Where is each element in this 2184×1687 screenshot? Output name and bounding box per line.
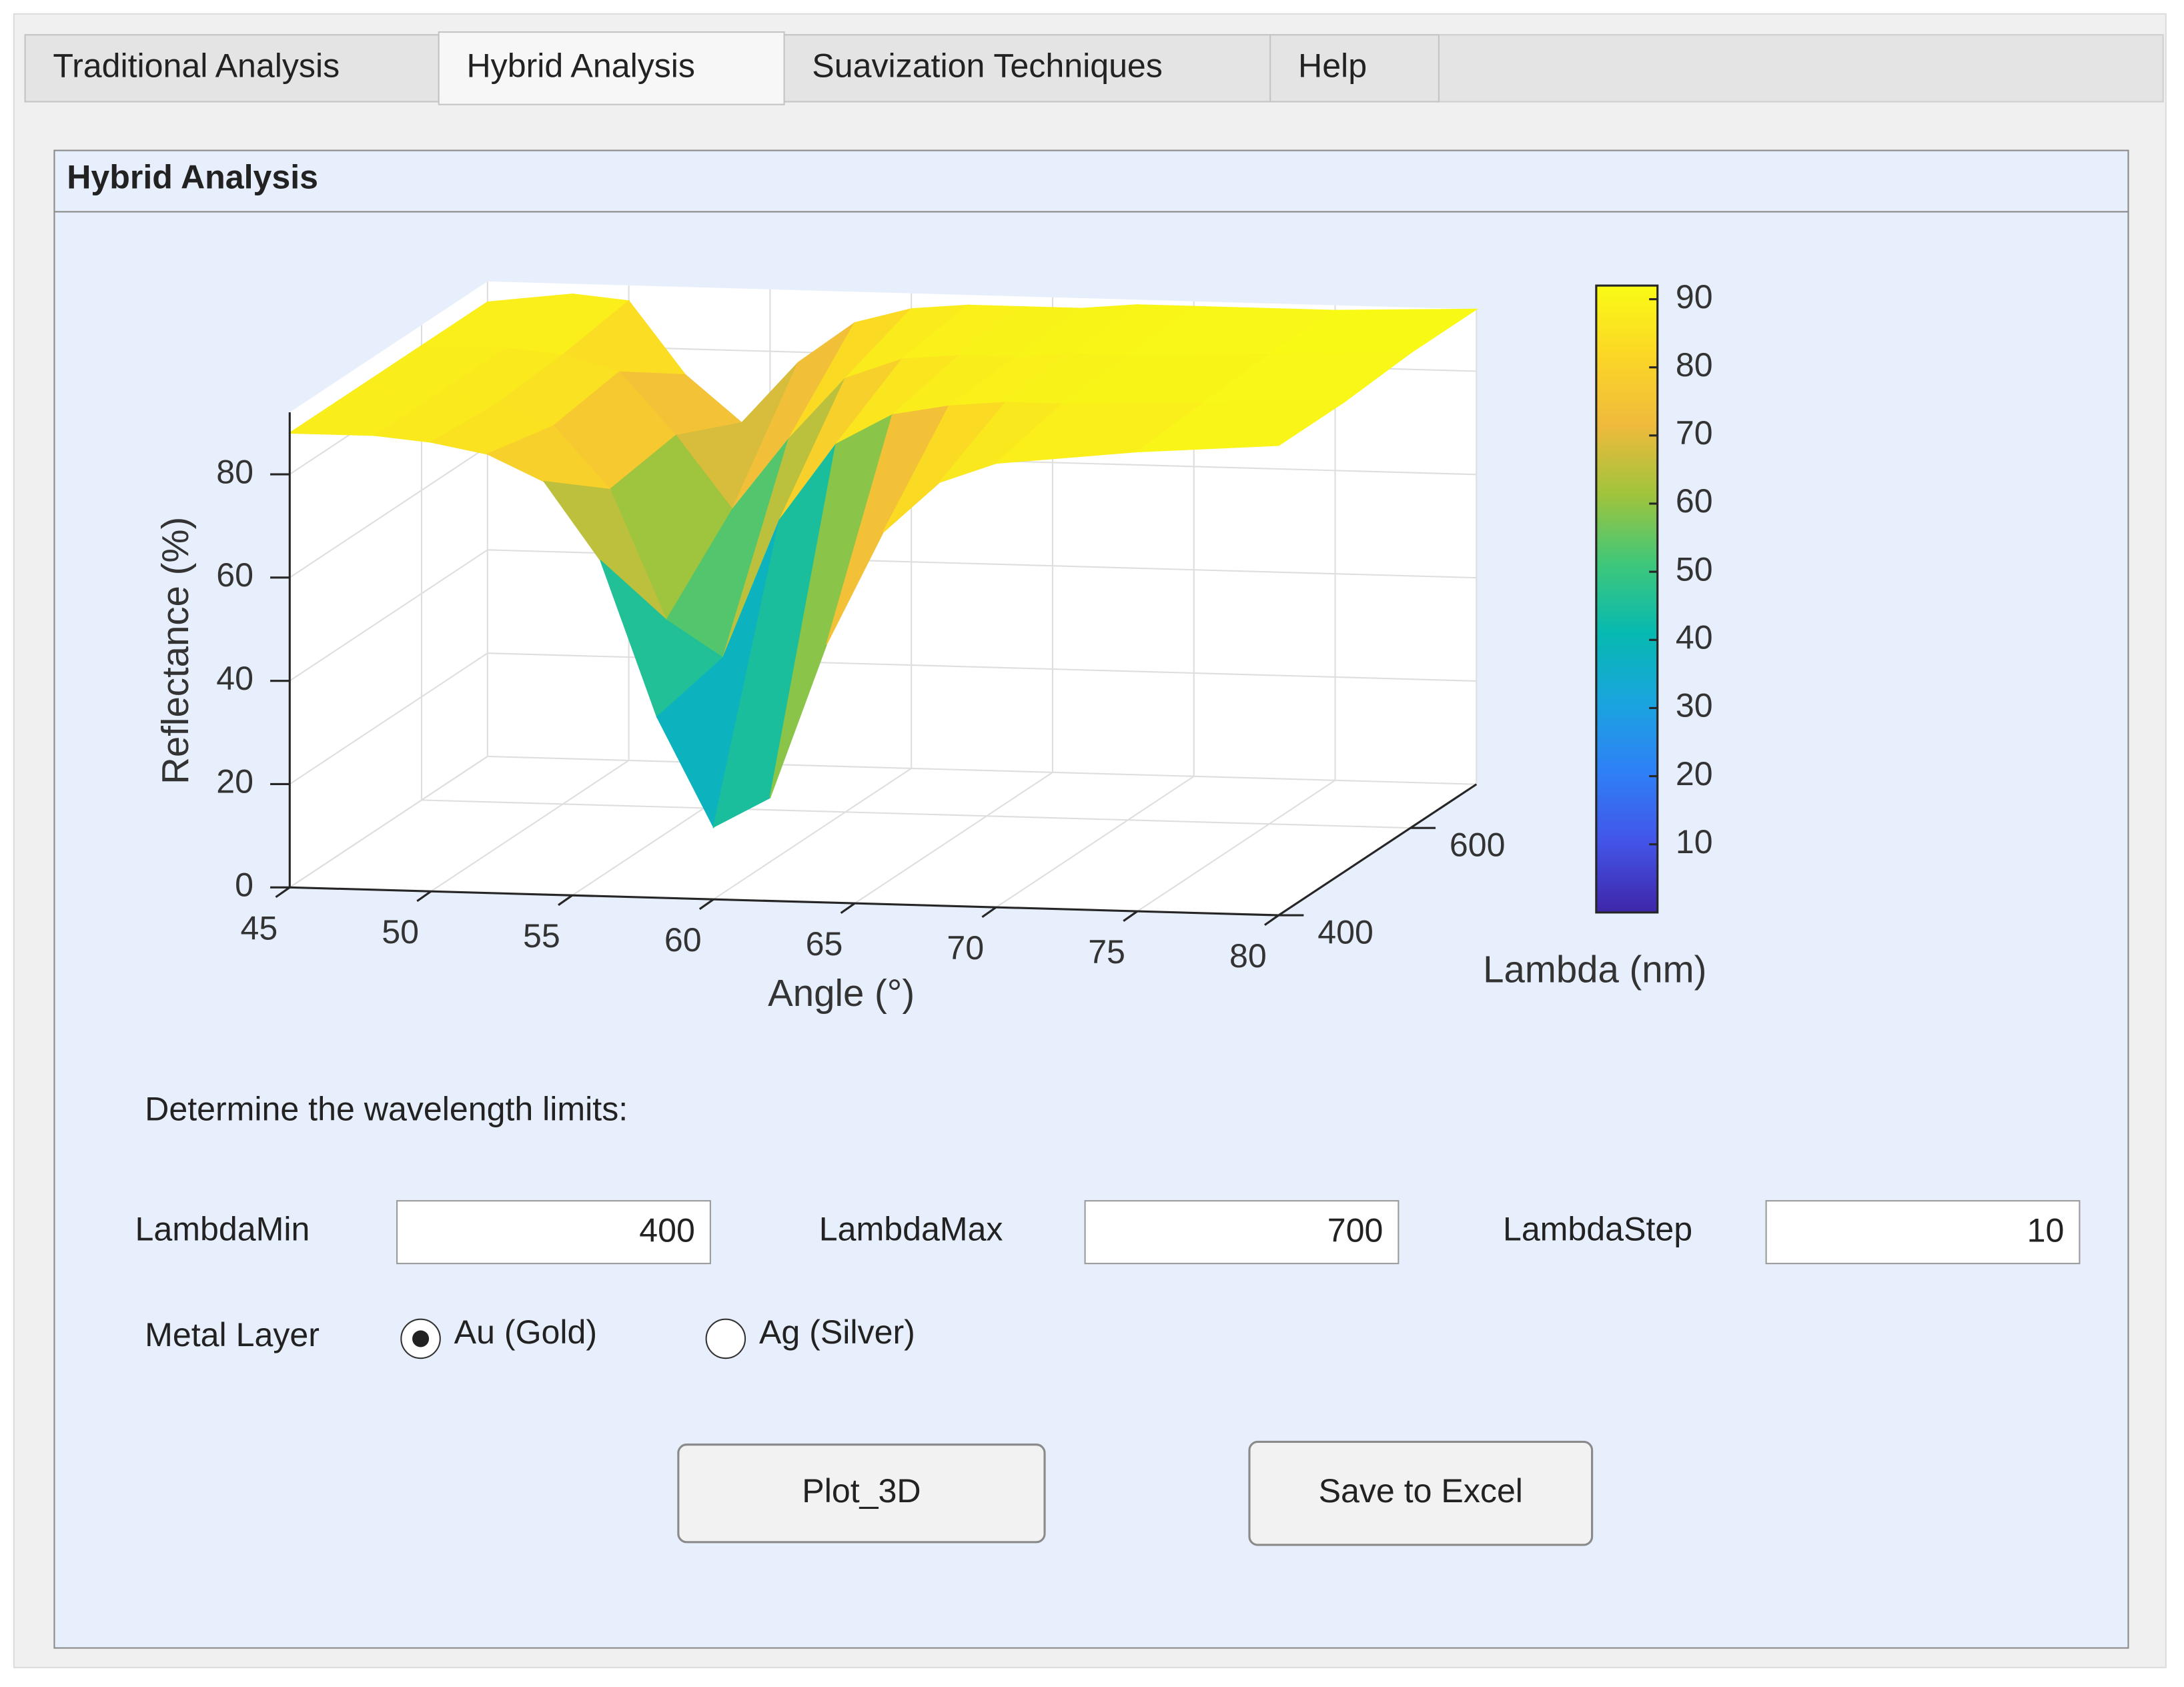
grid-line: [1137, 779, 1336, 912]
button-label[interactable]: Plot_3D: [802, 1472, 921, 1510]
text-input[interactable]: [1084, 1200, 1400, 1265]
tab-label[interactable]: Suavization Techniques: [812, 47, 1163, 85]
grid-line: [713, 768, 912, 901]
button[interactable]: [1248, 1440, 1594, 1546]
x-tick-label: 45: [240, 909, 278, 947]
x-tick-label: 80: [1229, 937, 1267, 975]
y-axis-label: Lambda (nm): [1483, 949, 1706, 991]
panel-title: Hybrid Analysis: [67, 159, 318, 196]
z-axis-label: Reflectance (%): [154, 517, 196, 784]
z-tick-label: 40: [216, 660, 253, 697]
colorbar-tick-label: 70: [1676, 414, 1713, 452]
tab[interactable]: [1269, 34, 1440, 103]
y-tick-label: 400: [1317, 914, 1374, 951]
z-tick-label: 60: [216, 556, 253, 594]
colorbar: [1595, 284, 1659, 914]
grid-line: [995, 775, 1195, 908]
input-value[interactable]: 700: [1327, 1211, 1384, 1249]
colorbar-tick-label: 50: [1676, 550, 1713, 588]
colorbar-tick-label: 20: [1676, 755, 1713, 792]
field-label: LambdaMin: [135, 1210, 310, 1247]
colorbar-tick-label: 40: [1676, 619, 1713, 656]
tab[interactable]: [783, 34, 1271, 103]
field-label: LambdaMax: [819, 1210, 1003, 1247]
field-label: LambdaStep: [1503, 1210, 1692, 1247]
colorbar-tick-label: 60: [1676, 482, 1713, 520]
surface-patch: [1135, 401, 1347, 453]
button[interactable]: [677, 1444, 1046, 1544]
grid-line: [289, 756, 488, 889]
radio-button[interactable]: [705, 1318, 746, 1359]
grid-line: [289, 652, 488, 785]
input-value[interactable]: 10: [2027, 1211, 2065, 1249]
grid-line: [421, 799, 1411, 829]
prompt: Determine the wavelength limits:: [145, 1091, 628, 1128]
x-tick: [840, 902, 856, 915]
radio-label[interactable]: Ag (Silver): [759, 1313, 915, 1351]
radio-label[interactable]: Au (Gold): [454, 1313, 597, 1351]
x-tick: [1264, 914, 1279, 926]
text-input[interactable]: [396, 1200, 711, 1265]
x-tick-label: 70: [947, 929, 984, 967]
tab-label[interactable]: Traditional Analysis: [53, 47, 340, 85]
tab[interactable]: [438, 31, 785, 105]
x-tick: [1123, 910, 1138, 922]
x-tick: [558, 894, 573, 907]
y-axis: [1277, 783, 1478, 917]
y-tick-label: 600: [1450, 826, 1506, 864]
grid-line: [289, 446, 488, 578]
grid-line: [854, 771, 1053, 905]
x-tick: [275, 887, 291, 899]
form: LambdaMin 400 LambdaMax 700 LambdaStep 10 Au (…: [135, 1200, 2081, 1546]
x-tick-label: 60: [664, 921, 702, 959]
x-tick-label: 65: [806, 925, 843, 963]
z-tick-label: 80: [216, 453, 253, 490]
grid-line: [289, 549, 488, 682]
tab-label[interactable]: Hybrid Analysis: [466, 47, 695, 85]
x-tick-label: 50: [382, 913, 419, 951]
x-tick-label: 55: [523, 917, 560, 955]
colorbar-tick-label: 90: [1676, 278, 1713, 316]
tabs: Traditional Analysis Hybrid Analysis Suavi…: [24, 31, 1440, 105]
x-axis: [290, 886, 1279, 917]
z-tick-label: 0: [235, 867, 253, 904]
tab-label[interactable]: Help: [1298, 47, 1367, 85]
plot: 45 50 55 60 65 70 75 80 400 600 0 20 40 60 80 Angle (°)…: [154, 278, 1713, 1014]
button-label[interactable]: Save to Excel: [1319, 1472, 1523, 1510]
input-value[interactable]: 400: [639, 1211, 695, 1249]
text-input[interactable]: [1765, 1200, 2081, 1265]
grid-line: [487, 755, 1477, 785]
radio-dot: [412, 1330, 430, 1347]
x-tick-label: 75: [1088, 933, 1125, 971]
tab[interactable]: [24, 34, 440, 103]
grid-line: [430, 760, 630, 893]
colorbar-tick-label: 80: [1676, 346, 1713, 384]
x-tick: [698, 898, 714, 911]
colorbar-tick-label: 30: [1676, 687, 1713, 724]
x-axis-label: Angle (°): [768, 972, 915, 1014]
floor: [290, 756, 1477, 916]
colorbar-tick-label: 10: [1676, 823, 1713, 861]
z-tick-label: 20: [216, 763, 253, 800]
x-tick: [416, 890, 432, 903]
metal-label: Metal Layer: [145, 1316, 320, 1353]
x-tick: [981, 906, 997, 919]
